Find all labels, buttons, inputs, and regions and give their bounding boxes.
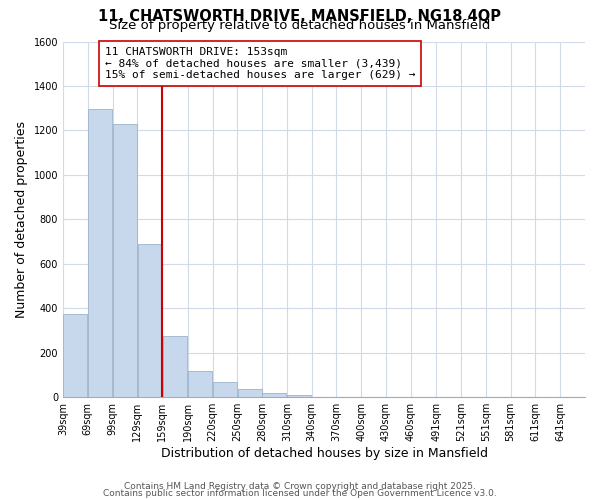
X-axis label: Distribution of detached houses by size in Mansfield: Distribution of detached houses by size … <box>161 447 488 460</box>
Bar <box>312 396 336 397</box>
Bar <box>287 396 311 397</box>
Bar <box>213 382 237 397</box>
Bar <box>88 110 112 397</box>
Y-axis label: Number of detached properties: Number of detached properties <box>15 121 28 318</box>
Bar <box>138 244 162 397</box>
Bar <box>238 390 262 397</box>
Bar <box>262 393 286 397</box>
Text: Size of property relative to detached houses in Mansfield: Size of property relative to detached ho… <box>109 19 491 32</box>
Text: 11, CHATSWORTH DRIVE, MANSFIELD, NG18 4QP: 11, CHATSWORTH DRIVE, MANSFIELD, NG18 4Q… <box>98 9 502 24</box>
Text: 11 CHATSWORTH DRIVE: 153sqm
← 84% of detached houses are smaller (3,439)
15% of : 11 CHATSWORTH DRIVE: 153sqm ← 84% of det… <box>105 47 415 80</box>
Text: Contains HM Land Registry data © Crown copyright and database right 2025.: Contains HM Land Registry data © Crown c… <box>124 482 476 491</box>
Bar <box>64 314 88 397</box>
Bar <box>188 370 212 397</box>
Bar <box>113 124 137 397</box>
Text: Contains public sector information licensed under the Open Government Licence v3: Contains public sector information licen… <box>103 488 497 498</box>
Bar <box>163 336 187 397</box>
